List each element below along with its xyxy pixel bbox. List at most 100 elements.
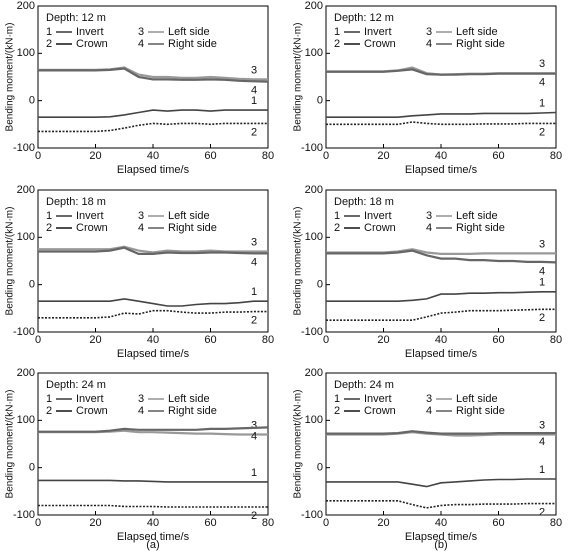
legend-number: 2 (46, 38, 52, 50)
series-line (38, 245, 268, 254)
x-tick-label: 0 (35, 334, 41, 346)
legend-number: 2 (46, 222, 52, 234)
y-tick-label: -100 (301, 142, 323, 154)
panel-label: (b) (434, 539, 447, 551)
legend-title: Depth: 18 m (46, 196, 106, 208)
series-line (38, 426, 269, 433)
series-line (38, 504, 268, 508)
legend-title: Depth: 18 m (334, 196, 394, 208)
y-tick-label: -100 (301, 509, 323, 521)
legend-label: Crown (76, 222, 108, 234)
legend-label: Right side (168, 38, 217, 50)
x-tick-label: 40 (147, 517, 159, 529)
legend-title: Depth: 12 m (334, 12, 394, 24)
legend-label: Crown (76, 38, 108, 50)
legend-number: 3 (138, 26, 144, 38)
x-tick-label: 20 (89, 150, 101, 162)
legend-label: Left side (456, 210, 498, 222)
legend-number: 2 (334, 222, 340, 234)
curve-label: 4 (251, 85, 257, 97)
x-tick-label: 60 (204, 334, 216, 346)
curve-label: 4 (251, 256, 257, 268)
x-axis-title: Elapsed time/s (117, 164, 190, 176)
curve-label: 1 (251, 95, 257, 107)
curve-label: 2 (539, 126, 545, 138)
x-tick-label: 40 (435, 517, 447, 529)
legend-title: Depth: 12 m (46, 12, 106, 24)
legend-label: Right side (456, 222, 505, 234)
legend-label: Left side (456, 393, 498, 405)
curve-label: 2 (539, 312, 545, 324)
x-tick-label: 20 (89, 517, 101, 529)
curve-label: 3 (251, 236, 257, 248)
y-axis-title: Bending moment/(kN·m) (293, 23, 304, 132)
x-tick-label: 60 (204, 517, 216, 529)
curve-label: 4 (539, 436, 545, 448)
y-tick-label: 100 (305, 47, 323, 59)
series-line (326, 308, 556, 321)
y-tick-label: -100 (13, 142, 35, 154)
legend-number: 4 (138, 405, 144, 417)
x-tick-label: 80 (262, 517, 274, 529)
series-line (326, 111, 557, 118)
series-line (38, 479, 268, 483)
legend-number: 1 (334, 393, 340, 405)
legend-label: Crown (76, 405, 108, 417)
legend-label: Crown (364, 222, 396, 234)
x-tick-label: 40 (435, 150, 447, 162)
x-tick-label: 40 (147, 334, 159, 346)
y-tick-label: 200 (17, 0, 35, 12)
x-tick-label: 0 (323, 517, 329, 529)
legend-number: 3 (426, 393, 432, 405)
x-tick-label: 40 (435, 334, 447, 346)
y-axis-title: Bending moment/(kN·m) (5, 207, 16, 316)
y-tick-label: 100 (17, 47, 35, 59)
series-line (38, 122, 268, 133)
curve-label: 1 (539, 277, 545, 289)
series-line (326, 500, 556, 509)
series-line (326, 249, 557, 264)
curve-label: 3 (539, 419, 545, 431)
legend-label: Right side (168, 405, 217, 417)
curve-label: 4 (539, 77, 545, 89)
legend-label: Right side (168, 222, 217, 234)
legend-number: 1 (334, 26, 340, 38)
legend-number: 4 (426, 222, 432, 234)
y-tick-label: 0 (29, 462, 35, 474)
x-tick-label: 0 (323, 334, 329, 346)
legend-number: 3 (138, 210, 144, 222)
legend-label: Invert (76, 26, 104, 38)
legend-label: Right side (456, 405, 505, 417)
legend-number: 2 (46, 405, 52, 417)
y-tick-label: 0 (317, 95, 323, 107)
y-tick-label: 100 (305, 231, 323, 243)
x-tick-label: 60 (492, 334, 504, 346)
y-tick-label: 100 (305, 414, 323, 426)
x-tick-label: 60 (492, 150, 504, 162)
y-tick-label: 0 (29, 95, 35, 107)
series-line (38, 66, 268, 81)
legend-label: Right side (456, 38, 505, 50)
series-line (38, 298, 268, 307)
legend-number: 4 (138, 38, 144, 50)
y-axis-title: Bending moment/(kN·m) (293, 207, 304, 316)
legend-number: 3 (426, 210, 432, 222)
plot-frame (325, 5, 557, 149)
y-axis-title: Bending moment/(kN·m) (5, 23, 16, 132)
curve-label: 2 (251, 126, 257, 138)
legend-label: Invert (76, 210, 104, 222)
curve-label: 2 (539, 507, 545, 519)
curve-label: 3 (539, 238, 545, 250)
legend-label: Invert (364, 393, 392, 405)
curve-label: 1 (539, 97, 545, 109)
legend-label: Crown (364, 405, 396, 417)
y-tick-label: 0 (317, 279, 323, 291)
curve-label: 3 (251, 419, 257, 431)
legend-number: 4 (426, 38, 432, 50)
legend-number: 4 (426, 405, 432, 417)
legend-label: Crown (364, 38, 396, 50)
y-axis-title: Bending moment/(kN·m) (293, 390, 304, 499)
x-tick-label: 80 (262, 334, 274, 346)
curve-label: 1 (251, 286, 257, 298)
